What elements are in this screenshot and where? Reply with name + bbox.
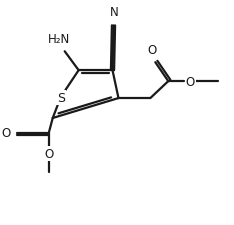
Text: O: O bbox=[2, 127, 11, 140]
Text: N: N bbox=[110, 6, 119, 19]
Text: S: S bbox=[57, 91, 65, 104]
Text: O: O bbox=[148, 44, 157, 57]
Text: H₂N: H₂N bbox=[48, 33, 70, 46]
Text: O: O bbox=[186, 75, 195, 88]
Text: O: O bbox=[44, 148, 53, 161]
